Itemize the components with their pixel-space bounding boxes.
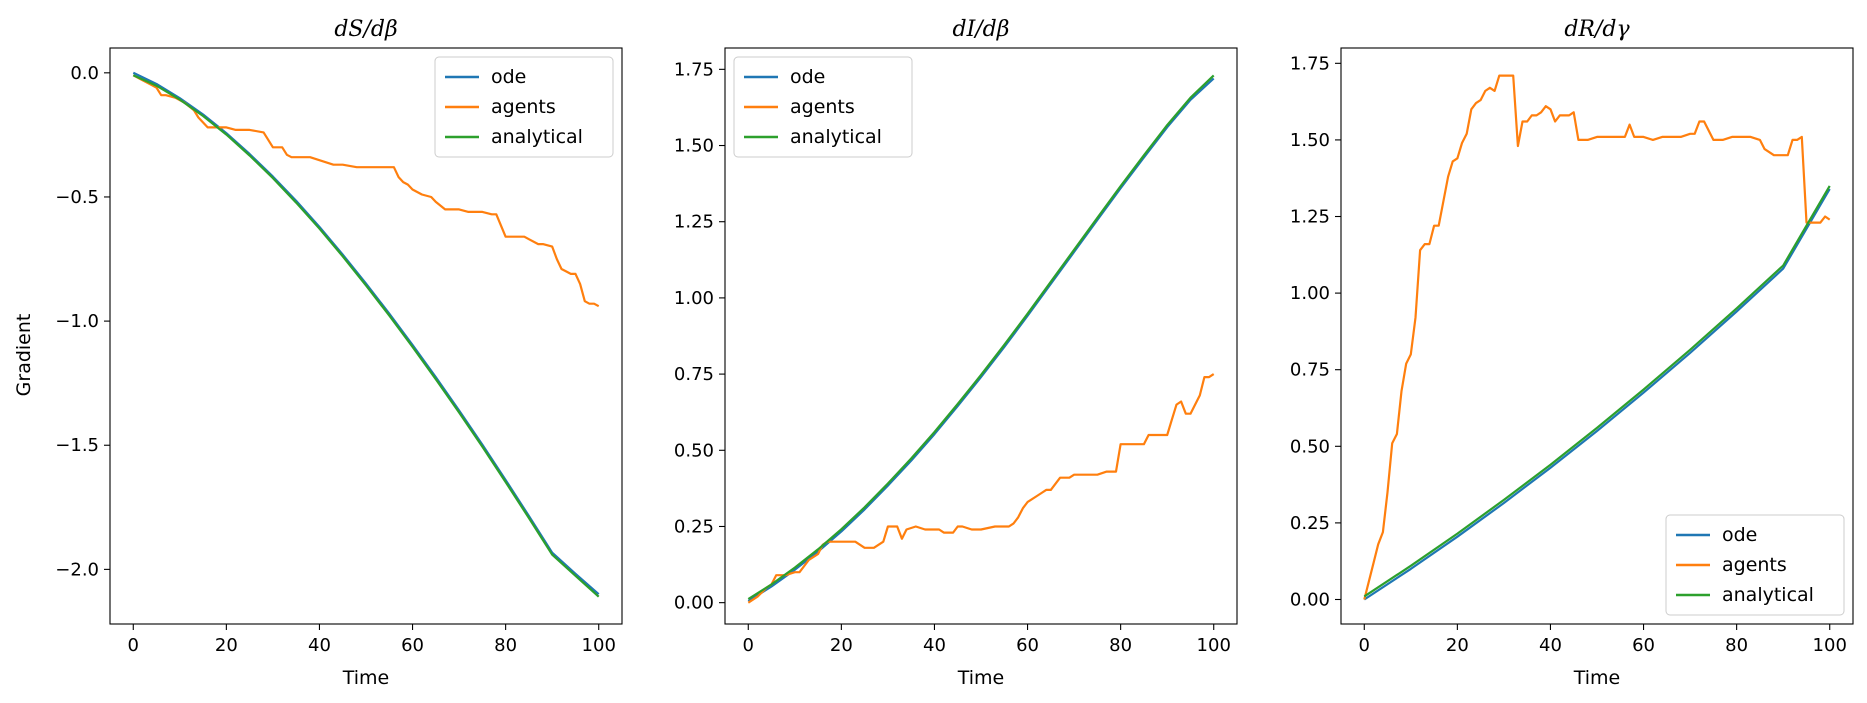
- y-tick-label: −0.5: [55, 187, 99, 208]
- legend-box: [434, 56, 614, 158]
- y-tick-label: 1.50: [674, 136, 714, 157]
- legend-label-analytical: analytical: [1722, 584, 1814, 606]
- legend-label-agents: agents: [1722, 554, 1787, 576]
- y-tick-label: 0.25: [674, 516, 714, 537]
- series-line-ode: [747, 77, 1215, 603]
- x-tick-label: 20: [215, 635, 238, 656]
- x-tick-label: 60: [1632, 635, 1655, 656]
- chart-title: dI/dβ: [953, 17, 1010, 42]
- x-tick-label: 60: [1016, 635, 1039, 656]
- x-tick-label: 40: [308, 635, 331, 656]
- x-tick-label: 20: [830, 635, 853, 656]
- legend-label-analytical: analytical: [790, 126, 882, 148]
- legend-label-ode: ode: [790, 66, 825, 88]
- series-line-analytical: [1363, 185, 1831, 598]
- legend-box: [733, 56, 913, 158]
- axes-frame: [1340, 47, 1854, 625]
- x-tick-label: 20: [1446, 635, 1469, 656]
- x-tick-label: 0: [743, 635, 754, 656]
- y-tick-label: 0.75: [1290, 360, 1330, 381]
- legend: ode agents analytical: [434, 56, 614, 158]
- subplot-dR-dgamma: dR/dγ Time 0 20 40 60 80 100 0.00 0.25 0.50 0.75 1…: [1290, 17, 1854, 689]
- series-group: [1363, 74, 1831, 601]
- y-tick-label: −1.0: [55, 311, 99, 332]
- series-line-analytical: [747, 74, 1215, 600]
- y-tick-label: 1.25: [674, 212, 714, 233]
- legend: ode agents analytical: [1665, 514, 1845, 616]
- y-tick-label: 1.50: [1290, 130, 1330, 151]
- y-tick-label: −2.0: [55, 559, 99, 580]
- chart-title: dS/dβ: [334, 17, 397, 42]
- y-tick-label: 0.50: [1290, 436, 1330, 457]
- x-tick-label: 100: [1813, 635, 1847, 656]
- x-axis-label: Time: [342, 667, 390, 689]
- subplot-dS-dbeta: dS/dβ Time Gradient 0 20 40 60 80 100 0.0 −0.5 −…: [13, 17, 623, 689]
- axes-frame: [724, 47, 1238, 625]
- legend-label-ode: ode: [1722, 524, 1757, 546]
- x-tick-label: 100: [1197, 635, 1231, 656]
- y-tick-label: 1.75: [1290, 53, 1330, 74]
- y-tick-label: 0.50: [674, 440, 714, 461]
- x-tick-label: 80: [494, 635, 517, 656]
- y-tick-label: 0.00: [1290, 589, 1330, 610]
- chart-title: dR/dγ: [1564, 17, 1630, 42]
- legend: ode agents analytical: [733, 56, 913, 158]
- legend-label-agents: agents: [790, 96, 855, 118]
- axes-frame: [109, 47, 623, 625]
- series-line-agents: [1363, 74, 1831, 600]
- y-tick-label: 1.75: [674, 59, 714, 80]
- x-tick-label: 80: [1109, 635, 1132, 656]
- x-tick-label: 0: [128, 635, 139, 656]
- legend-label-agents: agents: [491, 96, 556, 118]
- y-tick-label: 1.00: [1290, 283, 1330, 304]
- series-group: [132, 71, 600, 598]
- legend-label-analytical: analytical: [491, 126, 583, 148]
- y-tick-label: 0.75: [674, 364, 714, 385]
- legend-box: [1665, 514, 1845, 616]
- legend-label-ode: ode: [491, 66, 526, 88]
- series-line-ode: [1363, 188, 1831, 601]
- series-group: [747, 74, 1215, 604]
- y-tick-label: 0.25: [1290, 513, 1330, 534]
- x-tick-label: 100: [582, 635, 616, 656]
- x-axis-label: Time: [1573, 667, 1621, 689]
- x-tick-label: 40: [923, 635, 946, 656]
- y-tick-label: 1.25: [1290, 207, 1330, 228]
- x-tick-label: 0: [1359, 635, 1370, 656]
- x-axis-label: Time: [957, 667, 1005, 689]
- y-tick-label: 1.00: [674, 288, 714, 309]
- y-axis-label: Gradient: [13, 314, 35, 397]
- series-line-analytical: [132, 74, 600, 598]
- y-tick-label: −1.5: [55, 435, 99, 456]
- x-tick-label: 40: [1539, 635, 1562, 656]
- y-tick-label: 0.0: [70, 63, 99, 84]
- x-tick-label: 60: [401, 635, 424, 656]
- y-tick-label: 0.00: [674, 593, 714, 614]
- subplot-dI-dbeta: dI/dβ Time 0 20 40 60 80 100 0.00 0.25 0.50 0.75 1…: [674, 17, 1238, 689]
- series-line-agents: [132, 74, 600, 308]
- x-tick-label: 80: [1725, 635, 1748, 656]
